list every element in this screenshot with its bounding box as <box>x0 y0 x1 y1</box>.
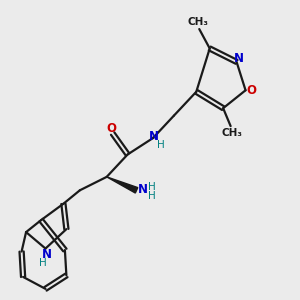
Text: CH₃: CH₃ <box>222 128 243 138</box>
Text: H: H <box>39 258 46 268</box>
Text: N: N <box>42 248 52 261</box>
Text: N: N <box>234 52 244 65</box>
Text: N: N <box>138 183 148 196</box>
Text: CH₃: CH₃ <box>187 17 208 28</box>
Text: H: H <box>158 140 165 150</box>
Polygon shape <box>107 177 138 193</box>
Text: H: H <box>148 182 156 192</box>
Text: H: H <box>148 191 156 201</box>
Text: N: N <box>148 130 159 143</box>
Text: O: O <box>246 84 256 97</box>
Text: O: O <box>106 122 116 135</box>
